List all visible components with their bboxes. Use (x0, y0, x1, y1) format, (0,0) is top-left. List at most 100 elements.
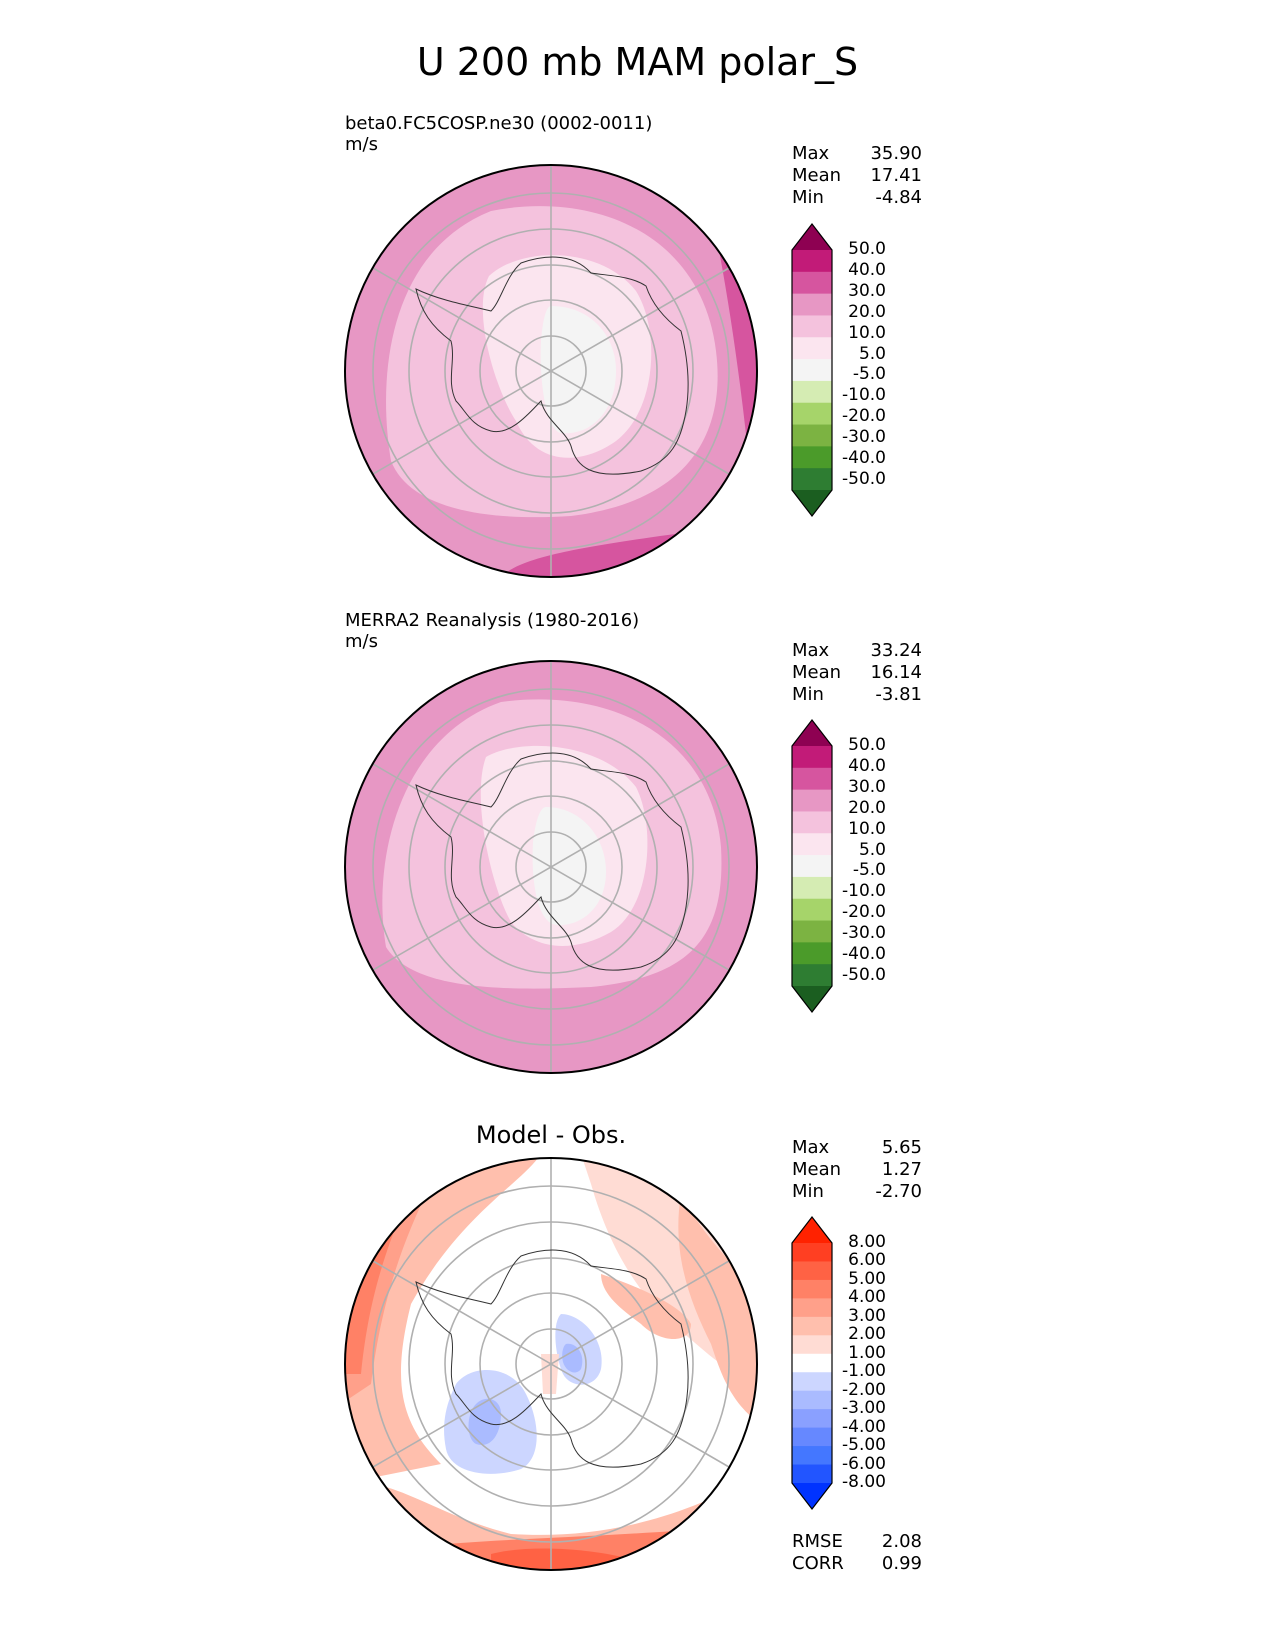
panel-1-units: m/s (345, 134, 378, 155)
panel-1-run-name: beta0.FC5COSP.ne30 (0002-0011) (345, 113, 653, 134)
colorbar-segment (792, 293, 832, 316)
colorbar-segment (792, 876, 832, 900)
colorbar-segment (792, 250, 832, 273)
colorbar-tick-label: 20.0 (848, 797, 886, 818)
colorbar-tick-label: 40.0 (848, 259, 886, 280)
colorbar-tick-label: 4.00 (848, 1287, 886, 1308)
colorbar-segment (792, 1409, 832, 1429)
colorbar-outline (791, 719, 833, 1013)
colorbar-tick-label: -20.0 (842, 902, 886, 923)
colorbar-segment (792, 1372, 832, 1392)
stat-value: 5.65 (881, 1137, 922, 1158)
colorbar-segment (792, 1243, 832, 1262)
stat-label: Min (792, 1181, 824, 1202)
colorbar-segment (792, 1261, 832, 1281)
colorbar-segment (792, 1446, 832, 1466)
stat-value: -3.81 (875, 684, 922, 705)
stat-value: -4.84 (875, 187, 922, 208)
colorbar-segment (792, 855, 832, 878)
metric-value: 2.08 (881, 1531, 922, 1552)
colorbar-tick-label: -5.0 (852, 364, 886, 385)
colorbar-tick-label: 2.00 (848, 1324, 886, 1345)
colorbar-tick-label: 30.0 (848, 776, 886, 797)
colorbar-tick-label: -50.0 (842, 965, 886, 985)
stat-value: 1.27 (881, 1159, 922, 1180)
colorbar-tick-label: -30.0 (842, 923, 886, 944)
panel-1-title: beta0.FC5COSP.ne30 (0002-0011) m/s (345, 113, 652, 155)
colorbar-tick-label: 20.0 (848, 301, 886, 322)
colorbar-segment (792, 1298, 832, 1318)
colorbar-segment (792, 1335, 832, 1355)
colorbar-segment (792, 402, 832, 426)
colorbar-segment (792, 380, 832, 404)
stat-label: Mean (792, 165, 842, 186)
colorbar-tick-label: 50.0 (848, 735, 886, 755)
colorbar-tick-label: -50.0 (842, 469, 886, 489)
panel-2-polar-map (344, 660, 758, 1074)
colorbar-segment (792, 1279, 832, 1299)
colorbar-tick-label: 3.00 (848, 1305, 886, 1326)
panel-2-colorbar (791, 719, 833, 1013)
colorbar-extend-max (792, 224, 832, 250)
stat-label: Max (792, 640, 830, 661)
panel-2-dataset-name: MERRA2 Reanalysis (1980-2016) (345, 610, 640, 631)
colorbar-segment (792, 1464, 832, 1484)
metric-label: RMSE (792, 1531, 843, 1552)
panel-3-colorbar (791, 1216, 833, 1510)
colorbar-segment (792, 1427, 832, 1447)
colorbar-tick-label: 30.0 (848, 280, 886, 301)
colorbar-tick-label: -8.00 (842, 1472, 886, 1492)
colorbar-segment (792, 446, 832, 469)
colorbar-segment (792, 767, 832, 791)
panel-2-units: m/s (345, 631, 378, 652)
colorbar-tick-label: -40.0 (842, 448, 886, 469)
panel-1-colorbar (791, 223, 833, 517)
panel-1-polar-map (344, 164, 758, 578)
colorbar-extend-min (792, 490, 832, 516)
metric-label: CORR (792, 1553, 844, 1574)
colorbar-segment (792, 746, 832, 769)
colorbar-segment (792, 1316, 832, 1336)
colorbar-tick-label: 50.0 (848, 239, 886, 259)
colorbar-segment (792, 942, 832, 965)
colorbar-tick-label: -3.00 (842, 1398, 886, 1419)
metric-value: 0.99 (881, 1553, 922, 1574)
colorbar-segment (792, 964, 832, 987)
colorbar-tick-label: -4.00 (842, 1416, 886, 1437)
colorbar-tick-label: -5.0 (852, 860, 886, 881)
colorbar-tick-label: 5.0 (858, 839, 886, 860)
colorbar-tick-label: -1.00 (842, 1361, 886, 1382)
colorbar-tick-label: -30.0 (842, 427, 886, 448)
colorbar-segment (792, 315, 832, 338)
stat-label: Max (792, 1137, 830, 1158)
colorbar-tick-label: -10.0 (842, 881, 886, 902)
colorbar-segment (792, 811, 832, 834)
colorbar-tick-label: -10.0 (842, 385, 886, 406)
colorbar-outline (791, 1216, 833, 1510)
colorbar-tick-label: 40.0 (848, 755, 886, 776)
panel-1-stats: Max 35.90 Mean 17.41 Min -4.84 (792, 143, 922, 209)
colorbar-tick-label: 1.00 (848, 1342, 886, 1363)
colorbar-tick-label: -2.00 (842, 1379, 886, 1400)
panel-2-stats: Max 33.24 Mean 16.14 Min -3.81 (792, 640, 922, 706)
colorbar-tick-label: -5.00 (842, 1435, 886, 1456)
colorbar-segment (792, 468, 832, 491)
stat-value: 17.41 (870, 165, 922, 186)
stat-label: Max (792, 143, 830, 164)
colorbar-segment (792, 271, 832, 295)
stat-value: 33.24 (870, 640, 922, 661)
colorbar-tick-label: -40.0 (842, 944, 886, 965)
colorbar-tick-label: 5.0 (858, 343, 886, 364)
stat-value: 16.14 (870, 662, 922, 683)
panel-3-polar-map (344, 1157, 758, 1571)
colorbar-segment (792, 424, 832, 447)
colorbar-segment (792, 359, 832, 382)
colorbar-tick-label: -20.0 (842, 406, 886, 427)
stat-label: Min (792, 684, 824, 705)
stat-value: 35.90 (870, 143, 922, 164)
panel-2-title: MERRA2 Reanalysis (1980-2016) m/s (345, 610, 639, 652)
colorbar-tick-label: 6.00 (848, 1250, 886, 1271)
panel-3-title: Model - Obs. (475, 1121, 627, 1149)
stat-value: -2.70 (875, 1181, 922, 1202)
colorbar-segment (792, 1353, 832, 1373)
